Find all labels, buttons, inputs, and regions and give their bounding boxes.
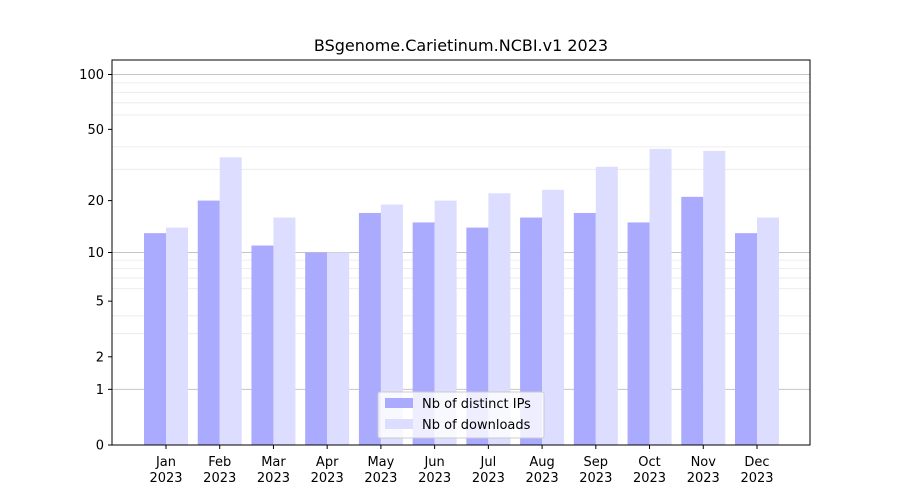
bar-downloads xyxy=(757,217,779,445)
bar-distinct-ips xyxy=(358,212,381,445)
x-tick-label-month: Apr xyxy=(316,455,339,470)
legend-label-distinct-ips: Nb of distinct IPs xyxy=(422,397,531,412)
y-tick-label: 10 xyxy=(87,246,104,261)
x-tick-label-year: 2023 xyxy=(203,471,236,486)
axes: 0125102050100Jan2023Feb2023Mar2023Apr202… xyxy=(79,59,811,486)
x-tick-label-year: 2023 xyxy=(687,471,720,486)
bar-distinct-ips xyxy=(412,222,435,445)
x-tick-label-month: Jul xyxy=(480,455,497,470)
bar-distinct-ips xyxy=(735,233,757,445)
bar-downloads xyxy=(595,166,618,446)
y-tick-label: 2 xyxy=(96,350,104,365)
x-tick-label-year: 2023 xyxy=(472,471,505,486)
x-tick-label-month: Nov xyxy=(691,455,717,470)
x-tick-label-month: Aug xyxy=(529,455,554,470)
y-tick-label: 0 xyxy=(96,439,104,454)
bar-downloads xyxy=(649,148,672,445)
y-tick-label: 20 xyxy=(87,194,104,209)
x-tick-label-year: 2023 xyxy=(364,471,397,486)
x-tick-label-year: 2023 xyxy=(633,471,666,486)
bar-downloads xyxy=(273,217,296,445)
x-tick-label-month: Jun xyxy=(423,455,444,470)
x-tick-label-year: 2023 xyxy=(526,471,559,486)
y-tick-label: 100 xyxy=(79,68,104,83)
y-tick-label: 5 xyxy=(96,295,104,310)
x-tick-label-year: 2023 xyxy=(149,471,182,486)
legend-swatch-downloads xyxy=(385,419,413,429)
chart-title: BSgenome.Carietinum.NCBI.v1 2023 xyxy=(314,36,608,55)
x-tick-label-month: Jan xyxy=(155,455,176,470)
bar-downloads xyxy=(434,200,457,445)
bar-downloads xyxy=(380,204,403,445)
bar-distinct-ips xyxy=(305,252,328,445)
bar-distinct-ips xyxy=(681,196,704,445)
x-tick-label-month: Feb xyxy=(208,455,231,470)
bar-downloads xyxy=(219,157,242,445)
x-tick-label-month: Mar xyxy=(261,455,286,470)
bar-distinct-ips xyxy=(251,245,274,445)
x-tick-label-month: Dec xyxy=(744,455,769,470)
bar-distinct-ips xyxy=(144,233,166,445)
x-tick-label-month: Oct xyxy=(638,455,660,470)
x-tick-label-year: 2023 xyxy=(311,471,344,486)
bar-downloads xyxy=(488,193,511,445)
bar-distinct-ips xyxy=(627,222,650,445)
bar-distinct-ips xyxy=(520,217,543,445)
bar-downloads xyxy=(542,189,565,445)
bar-downloads xyxy=(703,150,726,445)
bar-downloads xyxy=(327,252,350,445)
bars xyxy=(144,148,779,446)
x-tick-label-year: 2023 xyxy=(740,471,773,486)
bar-downloads xyxy=(166,227,188,445)
y-tick-label: 50 xyxy=(87,123,104,138)
x-tick-label-year: 2023 xyxy=(579,471,612,486)
legend-swatch-distinct-ips xyxy=(385,398,413,408)
x-tick-label-month: Sep xyxy=(584,455,609,470)
bar-distinct-ips xyxy=(573,212,596,445)
legend: Nb of distinct IPs Nb of downloads xyxy=(377,391,545,439)
x-tick-label-year: 2023 xyxy=(257,471,290,486)
legend-label-downloads: Nb of downloads xyxy=(422,418,531,433)
bar-distinct-ips xyxy=(466,227,489,445)
y-tick-label: 1 xyxy=(96,383,104,398)
bar-distinct-ips xyxy=(197,200,220,445)
x-tick-label-year: 2023 xyxy=(418,471,451,486)
x-tick-label-month: May xyxy=(367,455,394,470)
legend-box xyxy=(377,391,545,439)
